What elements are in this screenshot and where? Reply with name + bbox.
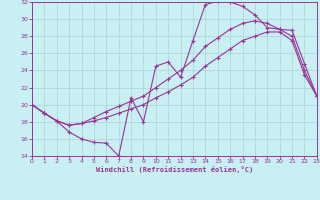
X-axis label: Windchill (Refroidissement éolien,°C): Windchill (Refroidissement éolien,°C) xyxy=(96,166,253,173)
